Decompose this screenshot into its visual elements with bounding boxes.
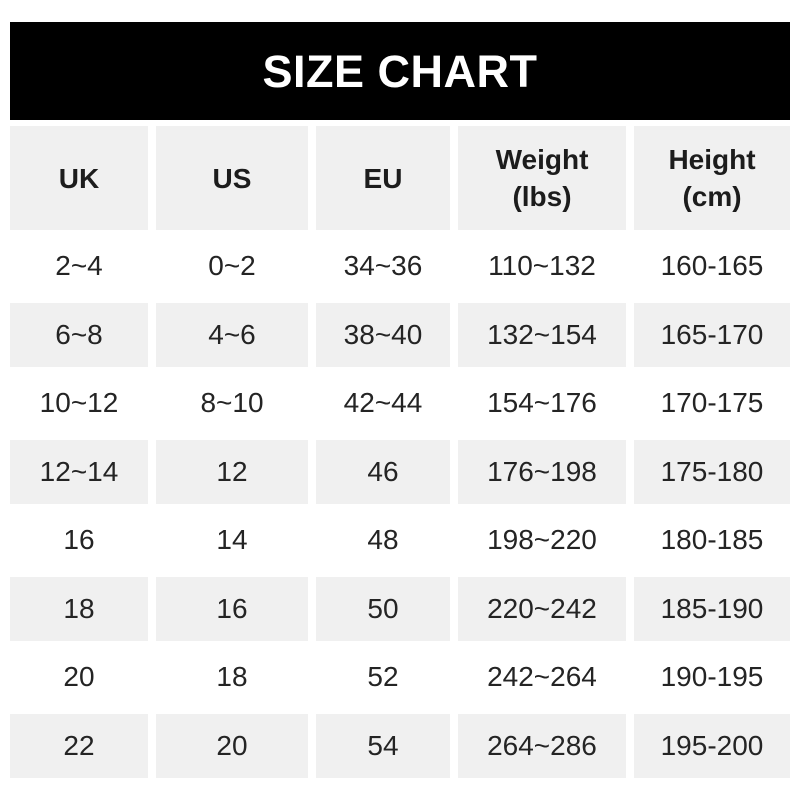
column-header-eu-line: EU — [363, 162, 403, 194]
cell-uk-row8: 22 — [10, 713, 148, 778]
column-header-weight-line: Weight — [495, 144, 589, 175]
column-header-uk-line: UK — [58, 162, 100, 194]
cell-eu-row2: 38~40 — [316, 302, 450, 367]
cell-us-row5: 14 — [216, 524, 248, 556]
cell-us-row8: 20 — [156, 713, 308, 778]
cell-eu-row1: 34~36 — [343, 250, 423, 282]
cell-height-row6: 185-190 — [634, 576, 790, 641]
cell-weight-row8: 264~286 — [458, 713, 626, 778]
cell-weight-row5: 198~220 — [487, 524, 597, 556]
cell-uk-row3: 10~12 — [39, 387, 119, 419]
cell-eu-row4: 46 — [316, 439, 450, 504]
cell-eu-row3: 42~44 — [343, 387, 423, 419]
cell-uk-row2: 6~8 — [10, 302, 148, 367]
cell-height-row7: 190-195 — [660, 661, 764, 693]
column-header-height-line: Height — [668, 144, 756, 175]
cell-us-row4: 12 — [156, 439, 308, 504]
column-header-uk: UK — [10, 126, 148, 230]
column-header-weight-line: (lbs) — [512, 181, 572, 212]
cell-height-row5: 180-185 — [660, 524, 764, 556]
column-header-height-line: (cm) — [682, 181, 742, 212]
title-banner: SIZE CHART — [10, 22, 790, 120]
cell-weight-row2: 132~154 — [458, 302, 626, 367]
cell-uk-row6: 18 — [10, 576, 148, 641]
cell-us-row1: 0~2 — [208, 250, 256, 282]
cell-eu-row8: 54 — [316, 713, 450, 778]
column-header-height: Height (cm) — [634, 126, 790, 230]
cell-height-row4: 175-180 — [634, 439, 790, 504]
size-chart-table: UK US EU Weight (lbs) Height (cm) 2~4 0~2 34~36 11… — [10, 126, 790, 778]
cell-height-row1: 160-165 — [660, 250, 764, 282]
cell-weight-row4: 176~198 — [458, 439, 626, 504]
cell-us-row3: 8~10 — [200, 387, 264, 419]
cell-uk-row1: 2~4 — [55, 250, 103, 282]
cell-eu-row5: 48 — [367, 524, 399, 556]
cell-weight-row7: 242~264 — [487, 661, 597, 693]
cell-height-row8: 195-200 — [634, 713, 790, 778]
cell-weight-row6: 220~242 — [458, 576, 626, 641]
cell-us-row6: 16 — [156, 576, 308, 641]
cell-height-row2: 165-170 — [634, 302, 790, 367]
cell-height-row3: 170-175 — [660, 387, 764, 419]
cell-us-row2: 4~6 — [156, 302, 308, 367]
column-header-eu: EU — [316, 126, 450, 230]
cell-eu-row6: 50 — [316, 576, 450, 641]
column-header-weight: Weight (lbs) — [458, 126, 626, 230]
cell-uk-row4: 12~14 — [10, 439, 148, 504]
cell-weight-row1: 110~132 — [488, 250, 596, 282]
cell-us-row7: 18 — [216, 661, 248, 693]
cell-uk-row7: 20 — [63, 661, 95, 693]
cell-weight-row3: 154~176 — [487, 387, 597, 419]
cell-eu-row7: 52 — [367, 661, 399, 693]
cell-uk-row5: 16 — [63, 524, 95, 556]
column-header-us: US — [156, 126, 308, 230]
page-title: SIZE CHART — [262, 45, 538, 97]
column-header-us-line: US — [212, 162, 252, 194]
